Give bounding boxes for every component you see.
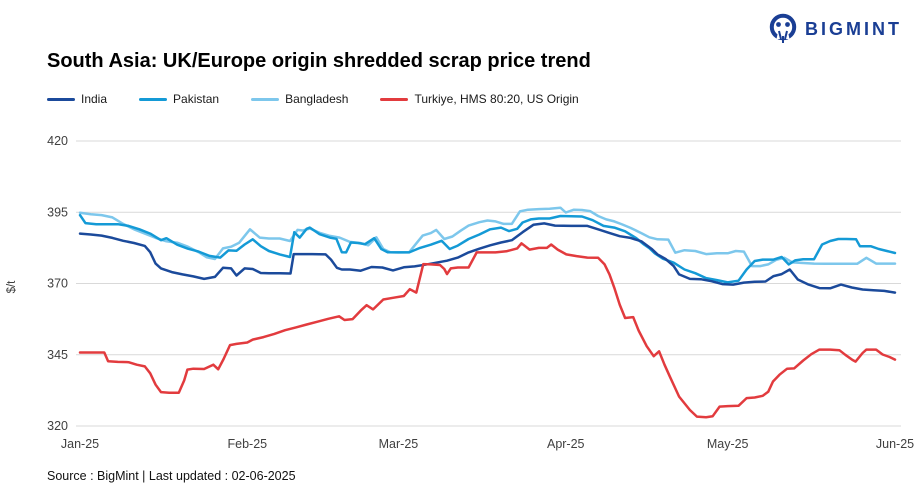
series-line-bangladesh: [78, 206, 897, 268]
chart-area: 420 395 370 345 320 $/t Jan-25 Feb-25 Mar-25 Apr-…: [0, 122, 918, 462]
legend-swatch: [139, 97, 168, 101]
legend-label: Turkiye, HMS 80:20, US Origin: [414, 92, 579, 106]
series-line-india: [78, 222, 897, 294]
legend-label: Pakistan: [173, 92, 220, 106]
x-tick-label: Jan-25: [61, 437, 99, 451]
legend-swatch: [251, 97, 280, 101]
x-tick-label: May-25: [707, 437, 749, 451]
y-tick-label: 420: [47, 134, 68, 148]
chart-svg: 420 395 370 345 320 $/t Jan-25 Feb-25 Mar-25 Apr-…: [6, 134, 914, 451]
legend-swatch: [47, 97, 75, 101]
y-tick-label: 345: [47, 348, 68, 362]
y-axis-label: $/t: [6, 280, 18, 294]
bigmint-logo-icon: [768, 13, 798, 45]
legend-item-india: India: [47, 92, 107, 106]
x-tick-label: Jun-25: [876, 437, 914, 451]
series-line-turkiye-hms-80-20-us-origin: [78, 242, 897, 419]
bigmint-logo: BIGMINT: [768, 13, 902, 45]
x-tick-label: Mar-25: [379, 437, 419, 451]
x-tick-label: Apr-25: [547, 437, 585, 451]
legend-label: Bangladesh: [285, 92, 349, 106]
source-caption: Source : BigMint | Last updated : 02-06-…: [47, 469, 296, 483]
x-tick-label: Feb-25: [228, 437, 268, 451]
legend-label: India: [81, 92, 108, 106]
legend-item-pakistan: Pakistan: [139, 92, 219, 106]
legend-swatch: [380, 97, 409, 101]
chart-title: South Asia: UK/Europe origin shredded sc…: [47, 50, 591, 72]
y-tick-label: 395: [47, 205, 68, 219]
bigmint-logo-text: BIGMINT: [805, 18, 902, 39]
legend-item-turkiye-hms-80-20-us-origin: Turkiye, HMS 80:20, US Origin: [380, 92, 579, 106]
y-tick-label: 370: [47, 277, 68, 291]
y-tick-label: 320: [47, 419, 68, 433]
legend-item-bangladesh: Bangladesh: [251, 92, 348, 106]
chart-legend: India Pakistan Bangladesh Turkiye, HMS 80:2…: [47, 92, 579, 106]
series-line-pakistan: [78, 213, 897, 284]
